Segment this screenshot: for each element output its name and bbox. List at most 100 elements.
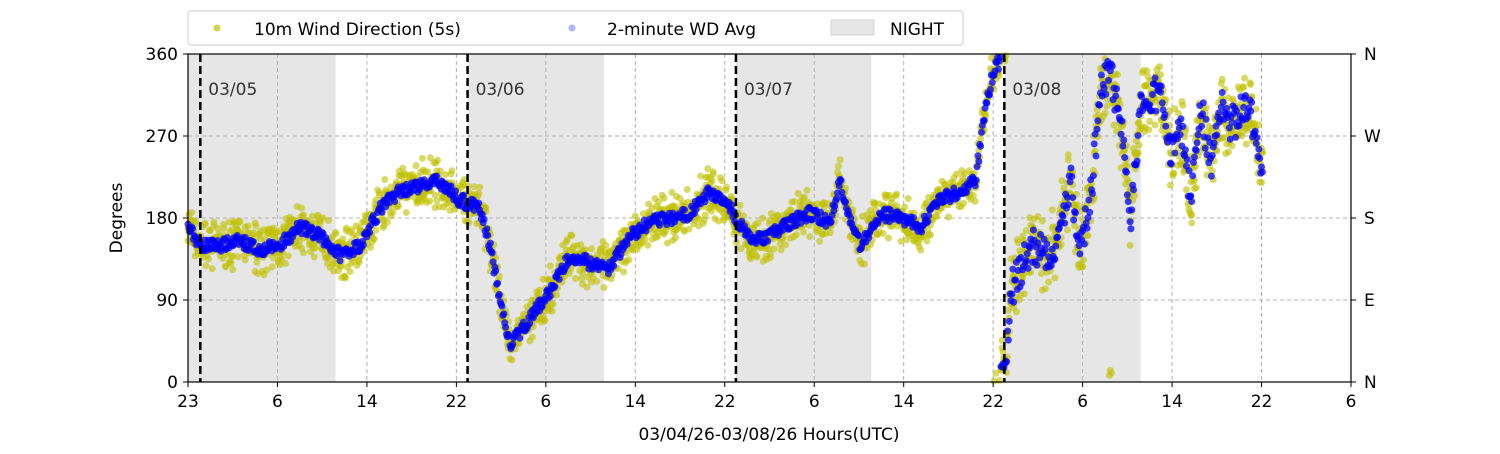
- wd5s-point: [660, 194, 668, 202]
- x-tick-label: 22: [1251, 392, 1273, 412]
- avg-point: [1083, 224, 1091, 232]
- x-tick-label: 14: [356, 392, 378, 412]
- wd5s-point: [549, 300, 557, 308]
- avg-point: [1112, 92, 1120, 100]
- avg-point: [977, 142, 985, 150]
- avg-point: [971, 182, 979, 190]
- wd5s-point: [1034, 212, 1042, 220]
- avg-point: [1052, 242, 1060, 250]
- wd5s-point: [426, 197, 434, 205]
- y-tick-label: 180: [146, 209, 178, 229]
- avg-point: [842, 198, 850, 206]
- avg-point: [1037, 231, 1045, 239]
- wd5s-point: [372, 226, 380, 234]
- y2-tick-label: S: [1364, 209, 1375, 229]
- wd5s-point: [536, 286, 544, 294]
- avg-point: [1232, 133, 1240, 141]
- wd5s-point: [732, 239, 740, 247]
- wd5s-point: [799, 228, 807, 236]
- avg-point: [1210, 139, 1218, 147]
- wd5s-point: [587, 245, 595, 253]
- avg-point: [1148, 91, 1156, 99]
- wd5s-point: [1073, 201, 1081, 209]
- wd5s-point: [1037, 270, 1045, 278]
- wd5s-point: [685, 225, 693, 233]
- wd5s-point: [1071, 222, 1079, 230]
- avg-point: [1219, 98, 1227, 106]
- y-axis-label: Degrees: [107, 182, 127, 253]
- legend-label-night: NIGHT: [890, 20, 945, 40]
- avg-point: [1051, 255, 1059, 263]
- wd5s-point: [434, 156, 442, 164]
- wd5s-point: [803, 186, 811, 194]
- avg-point: [1043, 240, 1051, 248]
- wd5s-point: [977, 135, 985, 143]
- x-tick-label: 6: [1077, 392, 1088, 412]
- wd5s-point: [495, 272, 503, 280]
- wd5s-point: [600, 284, 608, 292]
- avg-point: [610, 262, 618, 270]
- avg-point: [1258, 168, 1266, 176]
- wd5s-point: [1224, 148, 1232, 156]
- wd5s-point: [202, 262, 210, 270]
- wd5s-point: [917, 246, 925, 254]
- avg-point: [188, 225, 196, 233]
- wd5s-point: [708, 177, 716, 185]
- avg-point: [1004, 336, 1012, 344]
- x-tick-label: 6: [540, 392, 551, 412]
- wd5s-point: [620, 268, 628, 276]
- avg-point: [373, 218, 381, 226]
- wd5s-point: [1135, 141, 1143, 149]
- avg-point: [1171, 149, 1179, 157]
- wd5s-point: [1080, 256, 1088, 264]
- y2-tick-label: E: [1364, 291, 1375, 311]
- wd5s-point: [1110, 121, 1118, 129]
- wd5s-point: [1084, 231, 1092, 239]
- avg-point: [509, 340, 517, 348]
- wd5s-point: [577, 241, 585, 249]
- wd5s-point: [995, 377, 1003, 385]
- avg-point: [1190, 158, 1198, 166]
- wd5s-point: [282, 260, 290, 268]
- avg-point: [1207, 172, 1215, 180]
- wd5s-point: [578, 275, 586, 283]
- wd5s-point: [704, 165, 712, 173]
- wd5s-point: [234, 253, 242, 261]
- y2-tick-label: N: [1364, 45, 1377, 65]
- avg-point: [1100, 84, 1108, 92]
- wd5s-point: [431, 191, 439, 199]
- wd5s-point: [553, 291, 561, 299]
- avg-point: [1068, 173, 1076, 181]
- avg-point: [1067, 164, 1075, 172]
- avg-point: [808, 215, 816, 223]
- avg-point: [1009, 265, 1017, 273]
- wd5s-point: [188, 208, 196, 216]
- wd5s-point: [1182, 186, 1190, 194]
- avg-point: [1069, 194, 1077, 202]
- wd5s-point: [941, 180, 949, 188]
- avg-point: [910, 214, 918, 222]
- wd5s-point: [1220, 134, 1228, 142]
- wd5s-point: [299, 249, 307, 257]
- avg-point: [1194, 131, 1202, 139]
- wd5s-point: [782, 241, 790, 249]
- wd5s-point: [214, 224, 222, 232]
- wd5s-point: [227, 259, 235, 267]
- avg-point: [546, 292, 554, 300]
- avg-point: [634, 232, 642, 240]
- wd5s-point: [1166, 181, 1174, 189]
- wd5s-point: [460, 176, 468, 184]
- avg-point: [1005, 317, 1013, 325]
- avg-point: [483, 225, 491, 233]
- avg-point: [642, 227, 650, 235]
- x-tick-label: 14: [893, 392, 915, 412]
- wd5s-point: [508, 356, 516, 364]
- avg-point: [1146, 101, 1154, 109]
- avg-point: [1226, 135, 1234, 143]
- avg-point: [1117, 130, 1125, 138]
- wd5s-point: [252, 222, 260, 230]
- avg-point: [1024, 264, 1032, 272]
- avg-point: [1162, 122, 1170, 130]
- avg-point: [1201, 144, 1209, 152]
- wd5s-point: [718, 177, 726, 185]
